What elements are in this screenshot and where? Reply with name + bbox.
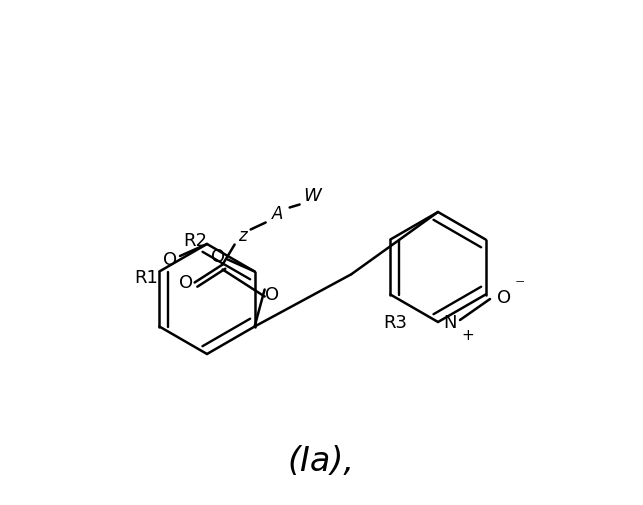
Text: O: O	[163, 250, 177, 269]
Text: (Ia),: (Ia),	[287, 444, 354, 478]
Text: +: +	[462, 327, 475, 342]
Text: O: O	[264, 285, 278, 303]
Text: R1: R1	[134, 269, 158, 286]
Text: R2: R2	[184, 231, 208, 249]
Text: A: A	[272, 204, 284, 222]
Text: O: O	[210, 248, 224, 266]
Text: z: z	[239, 226, 247, 244]
Text: W: W	[303, 186, 322, 204]
Text: O: O	[179, 274, 193, 292]
Text: ⁻: ⁻	[515, 276, 525, 295]
Text: N: N	[443, 314, 457, 331]
Text: O: O	[497, 288, 511, 307]
Text: R3: R3	[383, 314, 408, 332]
